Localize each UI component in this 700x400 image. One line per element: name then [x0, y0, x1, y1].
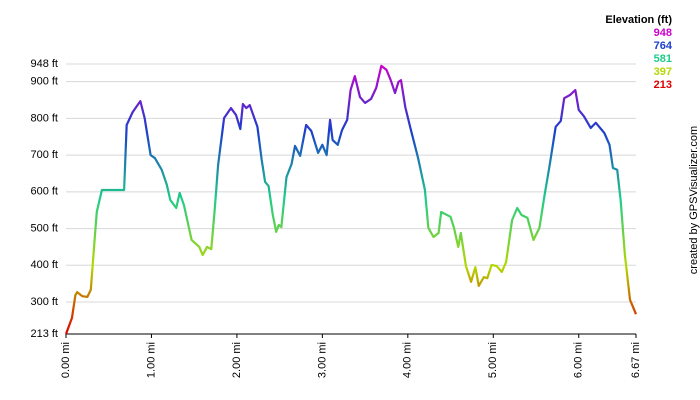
x-tick-label: 6.67 mi — [630, 342, 642, 378]
y-tick-label: 600 ft — [30, 186, 58, 198]
x-tick-label: 6.00 mi — [573, 342, 585, 378]
y-tick-label: 900 ft — [30, 76, 58, 88]
legend-value: 764 — [654, 40, 673, 52]
y-tick-label: 500 ft — [30, 222, 58, 234]
x-tick-label: 3.00 mi — [316, 342, 328, 378]
y-tick-label: 800 ft — [30, 112, 58, 124]
x-tick-label: 2.00 mi — [231, 342, 243, 378]
legend-title: Elevation (ft) — [605, 14, 672, 26]
y-tick-label: 213 ft — [30, 328, 58, 340]
legend-value: 397 — [654, 66, 672, 78]
elevation-line — [64, 64, 638, 335]
legend-value: 581 — [654, 53, 672, 65]
x-tick-label: 1.00 mi — [145, 342, 157, 378]
y-tick-label: 400 ft — [30, 259, 58, 271]
y-tick-label: 300 ft — [30, 296, 58, 308]
y-tick-label: 948 ft — [30, 58, 58, 70]
legend-value: 213 — [654, 79, 672, 91]
y-tick-label: 700 ft — [30, 149, 58, 161]
credit: created by GPSVisualizer.com — [688, 126, 700, 274]
x-tick-label: 0.00 mi — [60, 342, 72, 378]
x-tick-label: 4.00 mi — [402, 342, 414, 378]
x-tick-label: 5.00 mi — [487, 342, 499, 378]
legend-value: 948 — [654, 27, 672, 39]
